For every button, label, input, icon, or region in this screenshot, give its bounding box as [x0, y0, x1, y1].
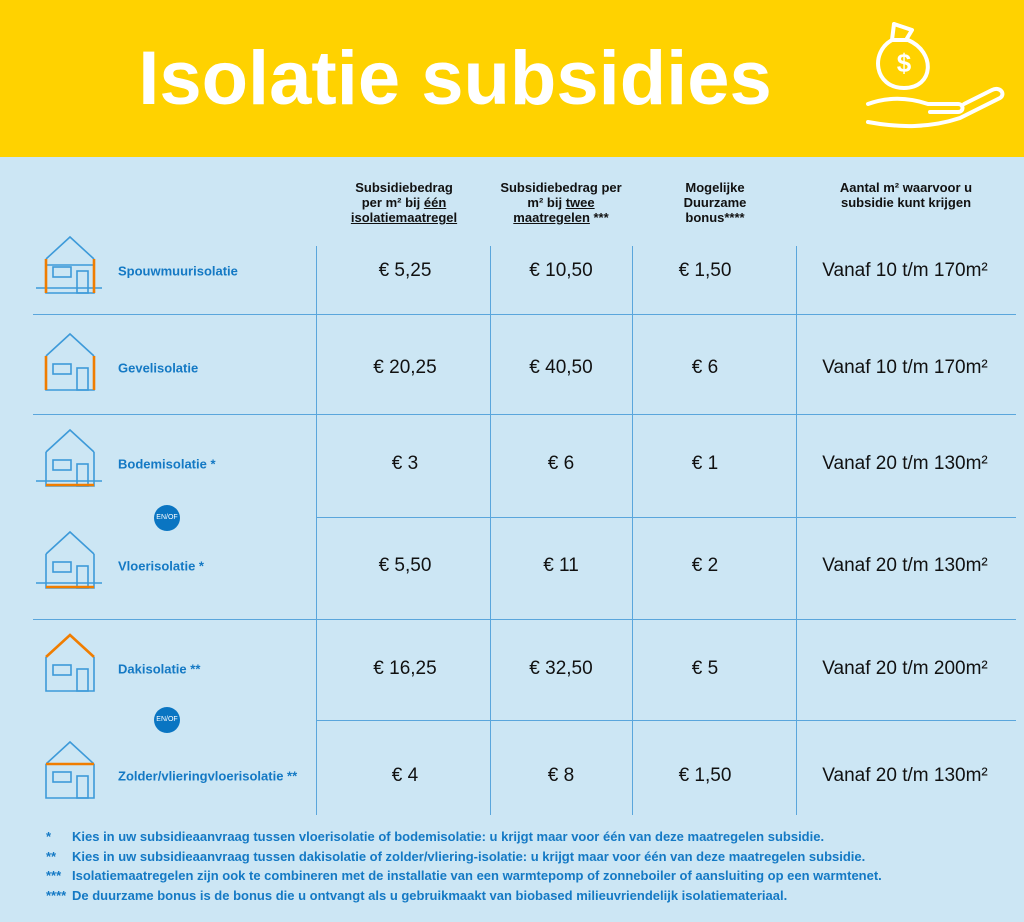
footnotes: * Kies in uw subsidieaanvraag tussen vloe… — [46, 827, 882, 905]
header-line: m² bij — [527, 195, 566, 210]
measure-label: Spouwmuurisolatie — [118, 263, 238, 279]
house-roof-icon — [45, 633, 95, 692]
footnote-mark: *** — [46, 868, 62, 883]
column-header-single: Subsidiebedrag per m² bij één isolatiema… — [326, 180, 482, 225]
header-line: Mogelijke — [685, 180, 745, 195]
value-cell: Vanaf 20 t/m 130m² — [822, 765, 988, 786]
footnote: ** Kies in uw subsidieaanvraag tussen dak… — [46, 847, 882, 867]
value-cell: € 5 — [691, 658, 719, 679]
value-cell: € 1,50 — [678, 765, 732, 786]
footnote-text: Kies in uw subsidieaanvraag tussen dakis… — [72, 848, 866, 864]
header-banner: Isolatie subsidies $ — [0, 0, 1024, 157]
value-cell: € 8 — [547, 765, 575, 786]
header-emphasis: één — [423, 195, 447, 210]
value-cell: € 4 — [391, 765, 419, 786]
footnote: * Kies in uw subsidieaanvraag tussen vloe… — [46, 827, 882, 847]
value-cell: Vanaf 10 t/m 170m² — [822, 260, 988, 281]
house-attic-icon — [45, 740, 95, 799]
footnote-mark: **** — [46, 887, 67, 903]
column-divider — [796, 246, 797, 815]
value-cell: € 1,50 — [678, 260, 732, 281]
column-divider — [490, 246, 491, 815]
footnote-text: Kies in uw subsidieaanvraag tussen vloer… — [72, 829, 825, 844]
value-cell: € 5,25 — [378, 260, 432, 281]
footnote-text: De duurzame bonus is de bonus die u ontv… — [72, 887, 788, 903]
value-cell: € 3 — [391, 453, 419, 474]
column-divider — [632, 246, 633, 815]
measure-label: Vloerisolatie * — [118, 558, 204, 574]
house-floor-icon — [36, 530, 102, 589]
header-line: per m² bij — [361, 195, 424, 210]
value-cell: Vanaf 20 t/m 200m² — [822, 658, 988, 679]
svg-text:$: $ — [897, 48, 912, 78]
measure-label: Bodemisolatie * — [118, 456, 216, 472]
column-header-bonus: Mogelijke Duurzame bonus**** — [650, 180, 780, 225]
value-cell: € 6 — [547, 453, 575, 474]
value-cell: Vanaf 20 t/m 130m² — [822, 555, 988, 576]
page-title: Isolatie subsidies — [138, 36, 772, 121]
header-line: Aantal m² waarvoor u — [839, 180, 973, 195]
value-cell: € 16,25 — [373, 658, 437, 679]
house-floor-icon — [36, 428, 102, 487]
header-footnote-mark: *** — [589, 210, 609, 225]
row-divider — [33, 619, 1016, 620]
value-cell: € 40,50 — [529, 357, 593, 378]
column-divider — [316, 246, 317, 815]
measure-label: Dakisolatie ** — [118, 661, 201, 677]
footnote: *** Isolatiemaatregelen zijn ook te combi… — [46, 866, 882, 886]
value-cell: € 6 — [691, 357, 719, 378]
house-walls-icon — [44, 332, 96, 391]
value-cell: € 10,50 — [529, 260, 593, 281]
column-header-area: Aantal m² waarvoor u subsidie kunt krijg… — [806, 180, 1006, 210]
header-line: isolatiemaatregel — [350, 210, 458, 225]
header-emphasis: twee — [565, 195, 595, 210]
and-or-badge: EN/OF — [154, 505, 180, 531]
value-cell: Vanaf 20 t/m 130m² — [822, 453, 988, 474]
value-cell: € 11 — [543, 555, 579, 576]
footnote-text: Isolatiemaatregelen zijn ook te combiner… — [72, 868, 882, 883]
row-divider — [33, 414, 1016, 415]
header-line: Subsidiebedrag — [355, 180, 453, 195]
header-line: Subsidiebedrag per — [500, 180, 622, 195]
value-cell: € 5,50 — [378, 555, 432, 576]
money-bag-hand-icon: $ — [866, 22, 1005, 129]
row-divider — [316, 517, 1016, 518]
value-cell: € 20,25 — [373, 357, 437, 378]
value-cell: Vanaf 10 t/m 170m² — [822, 357, 988, 378]
header-line: subsidie kunt krijgen — [840, 195, 972, 210]
value-cell: € 32,50 — [529, 658, 593, 679]
header-line: bonus**** — [685, 210, 745, 225]
value-cell: € 1 — [691, 453, 719, 474]
header-line: Duurzame — [683, 195, 747, 210]
header-line: maatregelen — [513, 210, 590, 225]
footnote: **** De duurzame bonus is de bonus die u … — [46, 886, 882, 906]
measure-label: Zolder/vlieringvloerisolatie ** — [118, 768, 298, 784]
measure-label: Gevelisolatie — [118, 360, 199, 376]
column-header-double: Subsidiebedrag per m² bij twee maatregel… — [486, 180, 636, 225]
row-divider — [33, 314, 1016, 315]
row-divider — [316, 720, 1016, 721]
footnote-mark: * — [46, 829, 52, 844]
house-walls-icon — [36, 235, 102, 294]
and-or-badge: EN/OF — [154, 707, 180, 733]
value-cell: € 2 — [691, 555, 719, 576]
footnote-mark: ** — [46, 848, 57, 864]
